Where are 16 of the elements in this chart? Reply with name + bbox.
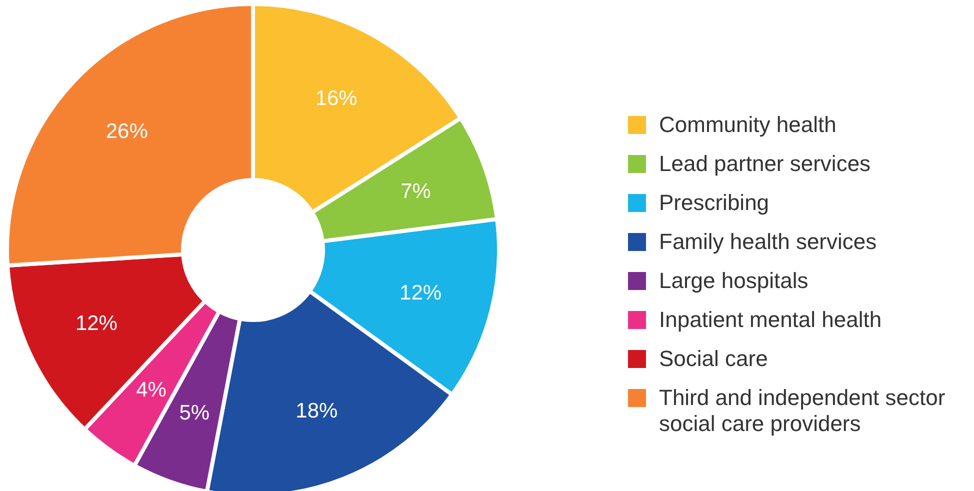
data-label: 12%: [400, 282, 442, 305]
data-label: 16%: [315, 86, 358, 110]
legend-label: Third and independent sector social care providers: [659, 385, 946, 437]
data-label: 26%: [106, 120, 148, 144]
legend-label: Community health: [659, 112, 838, 138]
legend-label: Prescribing: [659, 190, 770, 216]
legend-label: Large hospitals: [659, 268, 810, 294]
legend-label: Lead partner services: [659, 151, 872, 177]
data-label: 18%: [296, 399, 338, 422]
data-label: 7%: [400, 180, 431, 203]
legend-label: Family health services: [659, 229, 878, 255]
data-label: 5%: [179, 401, 210, 424]
legend-label: Inpatient mental health: [659, 307, 883, 333]
legend-label: Social care: [659, 346, 769, 372]
data-label: 12%: [75, 312, 118, 336]
data-label: 4%: [136, 378, 166, 402]
